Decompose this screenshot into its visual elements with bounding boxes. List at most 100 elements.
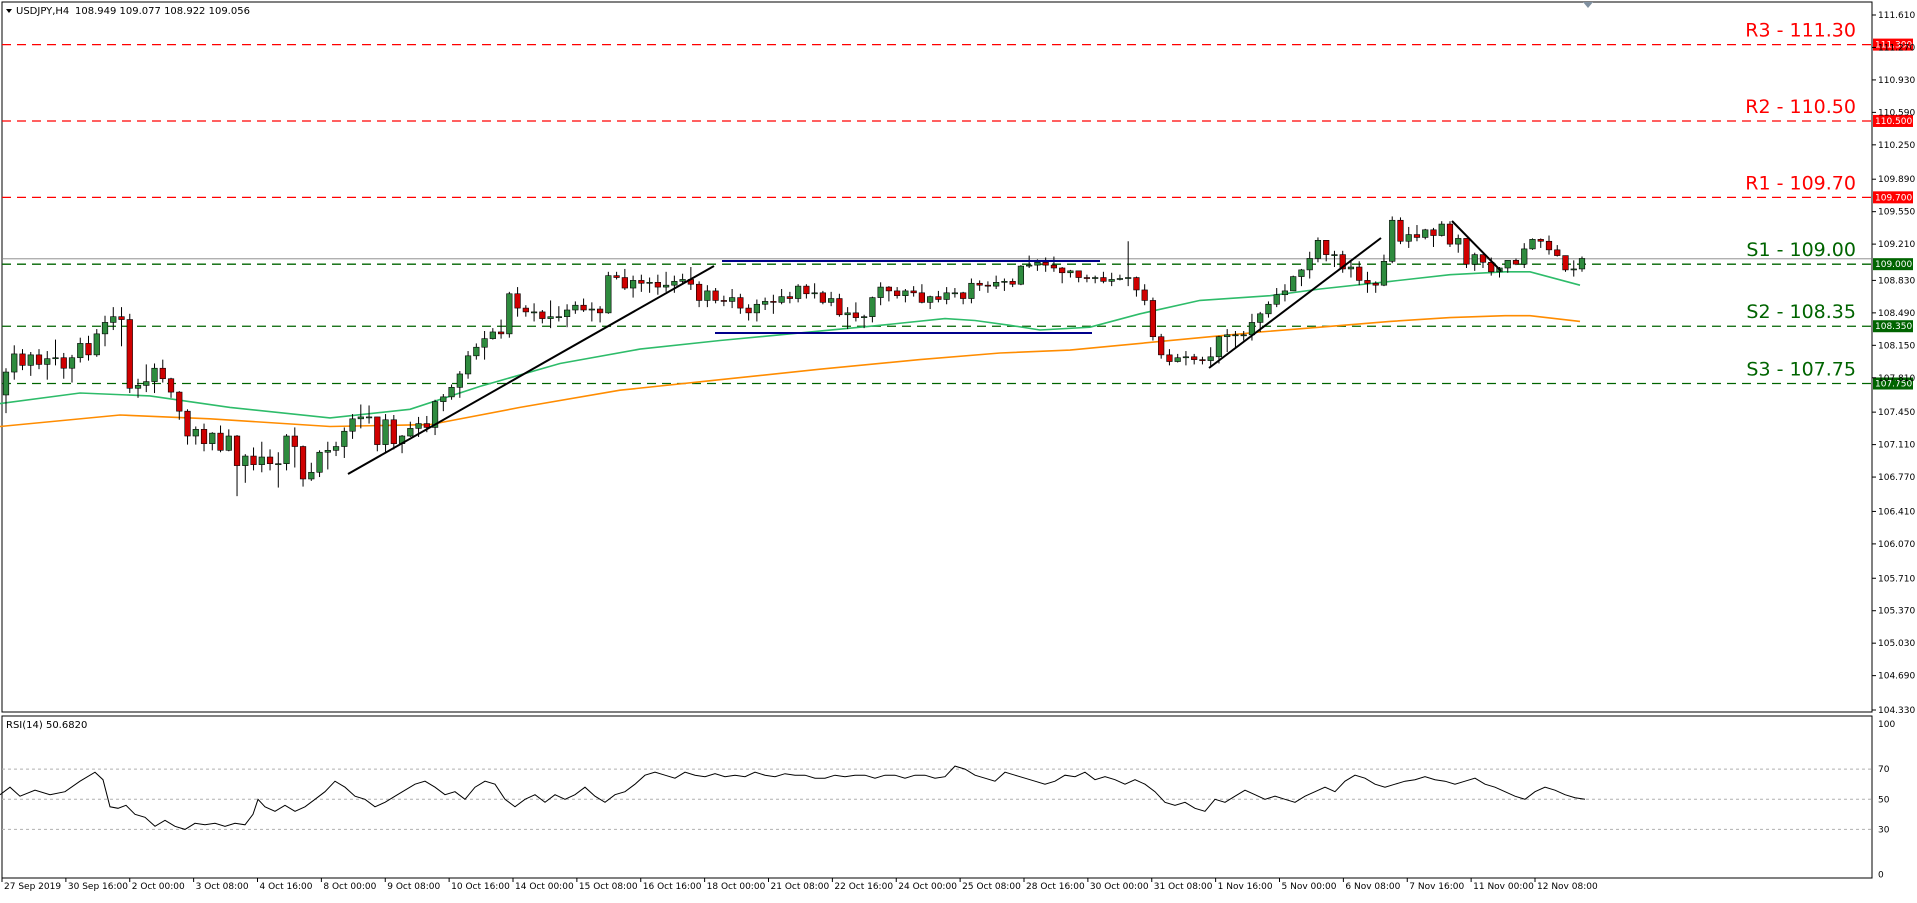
candle[interactable] xyxy=(44,351,51,380)
candle[interactable] xyxy=(497,319,505,339)
candle[interactable] xyxy=(596,306,604,323)
candle[interactable] xyxy=(1562,255,1569,272)
candle[interactable] xyxy=(976,280,983,291)
trendline-2[interactable] xyxy=(1208,237,1382,369)
scroll-marker-icon[interactable] xyxy=(1583,2,1593,8)
candle[interactable] xyxy=(1397,217,1404,245)
candle[interactable] xyxy=(852,302,859,322)
candle[interactable] xyxy=(770,294,777,314)
candle[interactable] xyxy=(869,296,876,323)
candle[interactable] xyxy=(93,329,100,357)
candle[interactable] xyxy=(811,283,818,299)
candle[interactable] xyxy=(1207,347,1214,367)
candle[interactable] xyxy=(605,271,612,314)
candle[interactable] xyxy=(1347,261,1355,278)
candle[interactable] xyxy=(588,302,595,322)
candle[interactable] xyxy=(448,384,455,400)
trendline-1[interactable] xyxy=(347,265,715,475)
candle[interactable] xyxy=(828,291,835,307)
candle[interactable] xyxy=(1232,330,1239,348)
candle[interactable] xyxy=(101,315,109,347)
candle[interactable] xyxy=(1405,226,1412,248)
candle[interactable] xyxy=(803,284,810,299)
candle[interactable] xyxy=(1050,256,1058,272)
candle[interactable] xyxy=(1537,238,1544,248)
candle[interactable] xyxy=(712,288,719,304)
candle[interactable] xyxy=(1521,243,1528,268)
candle[interactable] xyxy=(1001,278,1008,291)
candle[interactable] xyxy=(365,405,373,424)
candle[interactable] xyxy=(696,281,703,308)
candle[interactable] xyxy=(1182,351,1190,366)
candle[interactable] xyxy=(1100,271,1107,284)
candle[interactable] xyxy=(258,441,265,473)
candle[interactable] xyxy=(819,290,826,305)
candle[interactable] xyxy=(1455,234,1462,253)
candle[interactable] xyxy=(266,449,274,471)
candle[interactable] xyxy=(729,288,736,309)
candle[interactable] xyxy=(143,364,150,393)
candle[interactable] xyxy=(951,288,959,298)
candle[interactable] xyxy=(1529,238,1536,250)
candle[interactable] xyxy=(704,285,711,308)
candle[interactable] xyxy=(1545,235,1553,255)
candle[interactable] xyxy=(1009,278,1016,288)
candle[interactable] xyxy=(506,291,513,338)
candle[interactable] xyxy=(134,378,142,398)
candle[interactable] xyxy=(1240,330,1247,341)
candle[interactable] xyxy=(654,274,661,295)
candle[interactable] xyxy=(1512,258,1520,266)
candle[interactable] xyxy=(209,432,216,451)
candle[interactable] xyxy=(1298,268,1305,287)
candle[interactable] xyxy=(192,426,199,445)
candle[interactable] xyxy=(918,284,925,304)
candle[interactable] xyxy=(176,391,183,420)
candle[interactable] xyxy=(341,427,348,458)
candle[interactable] xyxy=(993,275,1000,289)
candle[interactable] xyxy=(1438,221,1445,237)
candle[interactable] xyxy=(1149,297,1157,341)
candle[interactable] xyxy=(844,307,851,330)
candle[interactable] xyxy=(27,351,34,376)
candle[interactable] xyxy=(1174,353,1181,363)
candle[interactable] xyxy=(1479,254,1487,268)
trendline-3[interactable] xyxy=(1451,220,1502,272)
candle[interactable] xyxy=(646,277,653,293)
candle[interactable] xyxy=(555,306,562,322)
candle[interactable] xyxy=(308,462,315,481)
candle[interactable] xyxy=(1158,333,1165,359)
candle[interactable] xyxy=(52,339,59,366)
candle[interactable] xyxy=(1116,274,1124,281)
candle[interactable] xyxy=(1504,260,1511,273)
candle[interactable] xyxy=(1356,261,1363,286)
candle[interactable] xyxy=(1199,356,1206,365)
candle[interactable] xyxy=(1067,269,1074,278)
candle[interactable] xyxy=(679,273,686,285)
candle[interactable] xyxy=(960,291,967,305)
candle[interactable] xyxy=(927,295,934,310)
candle[interactable] xyxy=(795,284,802,303)
candle[interactable] xyxy=(275,452,282,488)
candle[interactable] xyxy=(1133,276,1140,297)
candle[interactable] xyxy=(1314,237,1322,263)
candle[interactable] xyxy=(481,330,488,360)
chart-menu-triangle-icon[interactable] xyxy=(6,9,12,13)
candle[interactable] xyxy=(1570,260,1577,277)
candle[interactable] xyxy=(200,423,208,452)
candle[interactable] xyxy=(85,335,92,361)
candle[interactable] xyxy=(1017,265,1025,286)
candle[interactable] xyxy=(1372,281,1379,293)
candle[interactable] xyxy=(836,293,843,317)
candle[interactable] xyxy=(390,415,397,450)
candle[interactable] xyxy=(2,368,10,414)
candle[interactable] xyxy=(35,349,43,370)
candle[interactable] xyxy=(1339,250,1346,273)
candle[interactable] xyxy=(1430,227,1437,247)
candle[interactable] xyxy=(1578,256,1586,272)
candle[interactable] xyxy=(786,291,793,304)
candle[interactable] xyxy=(910,286,917,297)
candle[interactable] xyxy=(671,275,678,293)
candle[interactable] xyxy=(514,287,521,317)
candle[interactable] xyxy=(935,290,942,303)
candle[interactable] xyxy=(1141,284,1148,306)
